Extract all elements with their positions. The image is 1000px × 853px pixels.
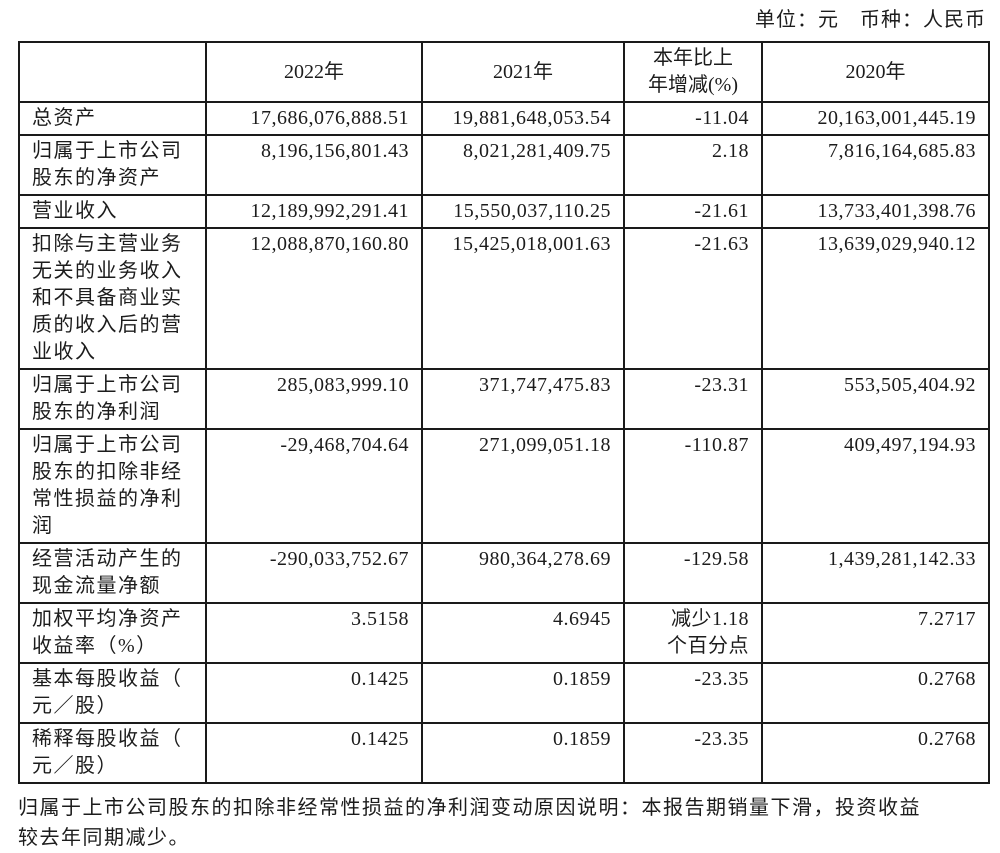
value-2022: 285,083,999.10 (205, 368, 423, 430)
row-label: 扣除与主营业务 无关的业务收入 和不具备商业实 质的收入后的营 业收入 (18, 227, 207, 370)
table-row-basic-eps: 基本每股收益（ 元／股） 0.1425 0.1859 -23.35 0.2768 (18, 662, 990, 724)
value-2022: 12,189,992,291.41 (205, 194, 423, 229)
value-2020: 13,733,401,398.76 (761, 194, 990, 229)
column-header-indicator (18, 41, 207, 103)
column-header-yoy-change: 本年比上 年增减(%) (623, 41, 763, 103)
value-2021: 15,550,037,110.25 (421, 194, 625, 229)
row-label: 基本每股收益（ 元／股） (18, 662, 207, 724)
key-financial-data-table: 2022年 2021年 本年比上 年增减(%) 2020年 总资产 17,686… (18, 41, 990, 784)
value-2021: 0.1859 (421, 662, 625, 724)
value-yoy-change: -11.04 (623, 101, 763, 136)
unit-currency-note: 单位：元 币种：人民币 (755, 9, 986, 31)
value-2021: 0.1859 (421, 722, 625, 784)
row-label: 归属于上市公司 股东的净资产 (18, 134, 207, 196)
value-2021: 8,021,281,409.75 (421, 134, 625, 196)
row-label: 总资产 (18, 101, 207, 136)
column-header-2021: 2021年 (421, 41, 625, 103)
value-2020: 7,816,164,685.83 (761, 134, 990, 196)
table-row-total-assets: 总资产 17,686,076,888.51 19,881,648,053.54 … (18, 101, 990, 136)
value-yoy-change: -23.35 (623, 662, 763, 724)
value-2021: 271,099,051.18 (421, 428, 625, 544)
value-2022: 17,686,076,888.51 (205, 101, 423, 136)
financial-summary-page: 单位：元 币种：人民币 2022年 2021年 本年比上 年增减(%) 2020… (18, 0, 990, 853)
table-row-net-assets-attributable: 归属于上市公司 股东的净资产 8,196,156,801.43 8,021,28… (18, 134, 990, 196)
table-row-diluted-eps: 稀释每股收益（ 元／股） 0.1425 0.1859 -23.35 0.2768 (18, 722, 990, 784)
value-2020: 20,163,001,445.19 (761, 101, 990, 136)
value-2020: 0.2768 (761, 662, 990, 724)
table-row-weighted-average-roe: 加权平均净资产 收益率（%） 3.5158 4.6945 减少1.18 个百分点… (18, 602, 990, 664)
value-2022: 3.5158 (205, 602, 423, 664)
value-yoy-change: -129.58 (623, 542, 763, 604)
table-row-revenue-after-deductions: 扣除与主营业务 无关的业务收入 和不具备商业实 质的收入后的营 业收入 12,0… (18, 227, 990, 370)
row-label: 稀释每股收益（ 元／股） (18, 722, 207, 784)
value-2020: 1,439,281,142.33 (761, 542, 990, 604)
value-2022: 0.1425 (205, 722, 423, 784)
value-yoy-change: -21.61 (623, 194, 763, 229)
row-label: 加权平均净资产 收益率（%） (18, 602, 207, 664)
value-2020: 13,639,029,940.12 (761, 227, 990, 370)
table-row-net-profit-after-non-recurring: 归属于上市公司 股东的扣除非经 常性损益的净利 润 -29,468,704.64… (18, 428, 990, 544)
change-reason-footnote: 归属于上市公司股东的扣除非经常性损益的净利润变动原因说明：本报告期销量下滑，投资… (18, 797, 921, 849)
table-row-operating-cash-flow: 经营活动产生的 现金流量净额 -290,033,752.67 980,364,2… (18, 542, 990, 604)
table-row-operating-revenue: 营业收入 12,189,992,291.41 15,550,037,110.25… (18, 194, 990, 229)
table-row-net-profit-attributable: 归属于上市公司 股东的净利润 285,083,999.10 371,747,47… (18, 368, 990, 430)
value-2021: 371,747,475.83 (421, 368, 625, 430)
value-2022: -29,468,704.64 (205, 428, 423, 544)
value-2020: 553,505,404.92 (761, 368, 990, 430)
value-2022: -290,033,752.67 (205, 542, 423, 604)
value-yoy-change: -23.31 (623, 368, 763, 430)
value-2021: 15,425,018,001.63 (421, 227, 625, 370)
value-yoy-change: 2.18 (623, 134, 763, 196)
row-label: 营业收入 (18, 194, 207, 229)
value-2020: 0.2768 (761, 722, 990, 784)
value-yoy-change: -110.87 (623, 428, 763, 544)
column-header-2022: 2022年 (205, 41, 423, 103)
value-2022: 8,196,156,801.43 (205, 134, 423, 196)
row-label: 归属于上市公司 股东的净利润 (18, 368, 207, 430)
value-2020: 409,497,194.93 (761, 428, 990, 544)
value-2022: 0.1425 (205, 662, 423, 724)
value-2020: 7.2717 (761, 602, 990, 664)
row-label: 归属于上市公司 股东的扣除非经 常性损益的净利 润 (18, 428, 207, 544)
value-2021: 4.6945 (421, 602, 625, 664)
row-label: 经营活动产生的 现金流量净额 (18, 542, 207, 604)
value-yoy-change: -21.63 (623, 227, 763, 370)
value-2022: 12,088,870,160.80 (205, 227, 423, 370)
value-2021: 980,364,278.69 (421, 542, 625, 604)
value-2021: 19,881,648,053.54 (421, 101, 625, 136)
value-yoy-change: 减少1.18 个百分点 (623, 602, 763, 664)
column-header-2020: 2020年 (761, 41, 990, 103)
value-yoy-change: -23.35 (623, 722, 763, 784)
table-header-row: 2022年 2021年 本年比上 年增减(%) 2020年 (18, 41, 990, 103)
